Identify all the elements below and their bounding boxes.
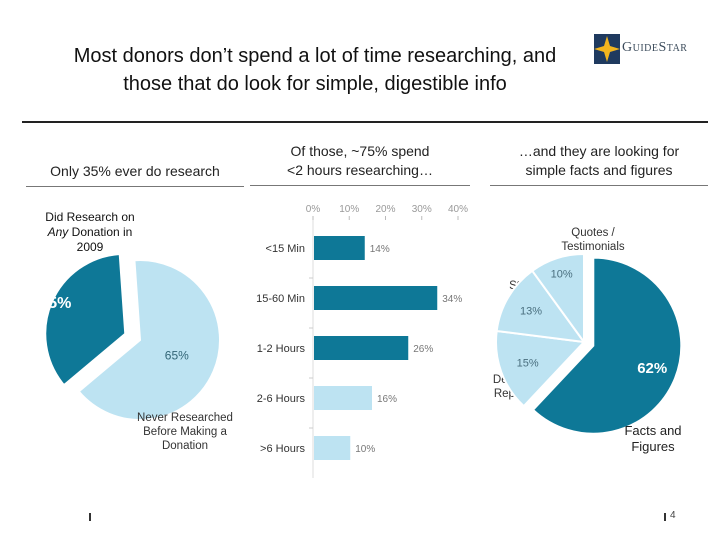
- bar-category-label-4: >6 Hours: [260, 443, 305, 455]
- pie-slice-3: [530, 252, 585, 346]
- bar-4: [314, 436, 351, 460]
- right-heading-line2: simple facts and figures: [525, 162, 673, 178]
- quotes-line2: Testimonials: [561, 241, 625, 253]
- bar-category-label-3: 2-6 Hours: [257, 393, 306, 405]
- never-line1: Never Researched: [137, 412, 233, 424]
- pie-value-label-1: 65%: [165, 349, 189, 363]
- facts-line1: Facts and: [624, 423, 682, 438]
- bar-value-label-0: 14%: [370, 244, 390, 255]
- pie-slice-1: [495, 329, 587, 408]
- did-research-line3: 2009: [76, 240, 104, 254]
- pie-slice-0: [531, 256, 683, 435]
- slide-title: Most donors don’t spend a lot of time re…: [30, 42, 600, 98]
- footer-tick-left: [89, 513, 91, 521]
- pie-value-label-0: 35%: [39, 295, 71, 312]
- pie-value-label-3: 10%: [551, 268, 573, 280]
- left-column-heading: Only 35% ever do research: [26, 162, 244, 187]
- pie-slice-2: [495, 269, 587, 344]
- bar-category-label-1: 15-60 Min: [256, 293, 305, 305]
- star-icon: [594, 34, 620, 64]
- x-tick-label-4: 40%: [448, 204, 468, 215]
- left-heading-underline: [26, 186, 244, 187]
- bar-value-label-2: 26%: [413, 344, 433, 355]
- pie-slice-1: [77, 259, 221, 421]
- quotes-line1: Quotes /: [571, 227, 615, 239]
- header-divider: [22, 121, 708, 123]
- x-tick-label-1: 10%: [339, 204, 359, 215]
- did-research-line2-rest: Donation in: [68, 225, 133, 239]
- never-line2: Before Making a: [143, 426, 227, 438]
- pie-value-label-1: 15%: [517, 357, 539, 369]
- never-researched-label: Never Researched Before Making a Donatio…: [120, 411, 250, 453]
- bar-1: [314, 286, 438, 310]
- quotes-label: Quotes / Testimonials: [548, 226, 638, 254]
- x-tick-label-3: 30%: [412, 204, 432, 215]
- x-tick-label-2: 20%: [375, 204, 395, 215]
- bar-category-label-0: <15 Min: [266, 243, 305, 255]
- research-pie-chart: 35% 65%: [39, 252, 221, 421]
- pie-value-label-2: 13%: [520, 306, 542, 318]
- pie-slice-0: [44, 252, 127, 387]
- research-time-bar-chart: 0% 10% 20% 30% 40% <15 Min 14% 15-60 Min 34% 1-2 …: [256, 204, 468, 478]
- middle-heading-line2: <2 hours researching…: [287, 162, 433, 178]
- middle-column-heading: Of those, ~75% spend <2 hours researchin…: [250, 142, 470, 186]
- slide-title-line1: Most donors don’t spend a lot of time re…: [73, 45, 557, 67]
- guidestar-logo: GuideStar: [592, 30, 707, 70]
- did-research-any: Any: [47, 225, 69, 239]
- bar-3: [314, 386, 372, 410]
- x-tick-label-0: 0%: [306, 204, 321, 215]
- page-number: 4: [670, 510, 676, 521]
- did-research-label: Did Research on Any Donation in 2009: [30, 210, 150, 255]
- did-research-line2: Any Donation in: [30, 225, 150, 240]
- bar-0: [314, 236, 365, 260]
- slide-title-line2: those that do look for simple, digestibl…: [123, 73, 507, 95]
- right-column-heading: …and they are looking for simple facts a…: [490, 142, 708, 186]
- middle-heading-line1: Of those, ~75% spend: [290, 143, 430, 159]
- bar-value-label-3: 16%: [377, 394, 397, 405]
- footer-tick-right: [664, 513, 666, 521]
- never-line3: Donation: [161, 440, 209, 452]
- bar-value-label-1: 34%: [442, 294, 462, 305]
- info-type-pie-chart: 62% 15% 13% 10%: [495, 252, 683, 435]
- did-research-line1: Did Research on: [45, 210, 135, 224]
- right-heading-underline: [490, 185, 708, 186]
- middle-heading-underline: [250, 185, 470, 186]
- facts-figures-label: Facts and Figures: [608, 423, 698, 455]
- logo-text: GuideStar: [622, 40, 688, 55]
- pie-value-label-0: 62%: [637, 360, 667, 377]
- bar-value-label-4: 10%: [355, 444, 375, 455]
- left-heading-text: Only 35% ever do research: [50, 163, 220, 179]
- bar-category-label-2: 1-2 Hours: [257, 343, 306, 355]
- facts-line2: Figures: [631, 439, 675, 454]
- right-heading-line1: …and they are looking for: [518, 143, 680, 159]
- bar-2: [314, 336, 409, 360]
